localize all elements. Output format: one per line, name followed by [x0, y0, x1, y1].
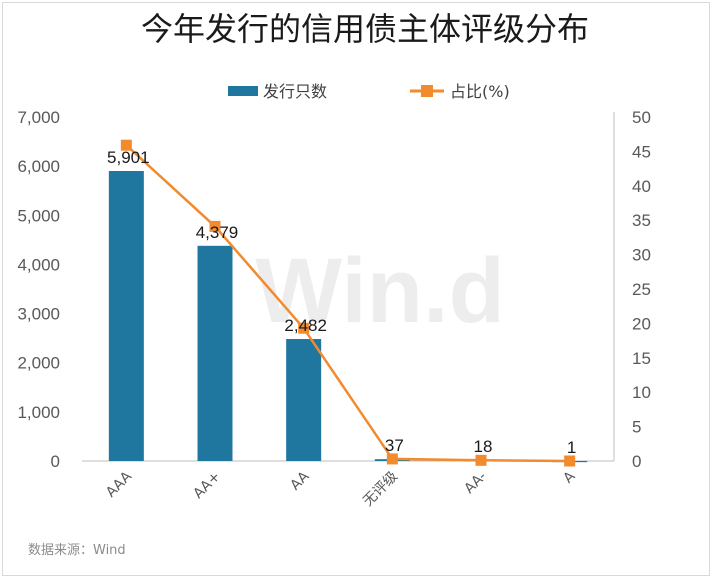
legend-bar-swatch	[228, 86, 258, 96]
y-right-tick-label: 25	[632, 280, 651, 299]
category-label: AA-	[461, 469, 489, 497]
y-left-tick-label: 3,000	[17, 305, 60, 324]
y-right-tick-label: 5	[632, 418, 641, 437]
y-right-tick-label: 0	[632, 452, 641, 471]
share-marker	[386, 453, 398, 465]
y-right-tick-label: 15	[632, 349, 651, 368]
chart-title: 今年发行的信用债主体评级分布	[141, 10, 589, 48]
y-left-tick-label: 5,000	[17, 206, 60, 225]
category-label: AAA	[103, 468, 135, 500]
y-left-tick-label: 4,000	[17, 255, 60, 274]
share-marker	[120, 139, 132, 151]
y-left-tick-label: 6,000	[17, 157, 60, 176]
source-note: 数据来源：Wind	[28, 543, 126, 558]
watermark: Win.d	[255, 240, 505, 342]
bar-data-label: 5,901	[107, 148, 150, 167]
y-left-tick-label: 2,000	[17, 354, 60, 373]
legend-line-label: 占比(%)	[450, 82, 510, 101]
share-marker	[564, 455, 576, 467]
y-right-tick-label: 30	[632, 246, 651, 265]
y-right-tick-label: 45	[632, 142, 651, 161]
category-label: 无评级	[360, 469, 401, 510]
y-right-tick-label: 40	[632, 177, 651, 196]
legend: 发行只数 占比(%)	[228, 82, 510, 101]
category-label: AA	[287, 468, 312, 493]
y-left-tick-label: 1,000	[17, 403, 60, 422]
y-left-tick-label: 0	[51, 452, 60, 471]
bar-data-label: 37	[385, 436, 404, 455]
bar-data-label: 18	[474, 437, 493, 456]
bar	[197, 245, 233, 461]
bar-data-label: 4,379	[196, 223, 239, 242]
bar-data-label: 2,482	[284, 316, 327, 335]
legend-marker-swatch	[421, 85, 433, 97]
category-label: AA+	[190, 469, 223, 502]
share-marker	[475, 454, 487, 466]
share-marker	[298, 322, 310, 334]
bar	[286, 339, 322, 461]
category-label: A	[560, 468, 578, 486]
y-right-tick-label: 20	[632, 314, 651, 333]
share-marker	[209, 220, 221, 232]
bar-data-label: 1	[567, 438, 576, 457]
share-line	[125, 144, 570, 463]
y-left-tick-label: 7,000	[17, 108, 60, 127]
y-right-tick-label: 10	[632, 383, 651, 402]
y-right-tick-label: 50	[632, 108, 651, 127]
y-right-tick-label: 35	[632, 211, 651, 230]
bar	[108, 171, 144, 461]
legend-bar-label: 发行只数	[263, 82, 327, 101]
